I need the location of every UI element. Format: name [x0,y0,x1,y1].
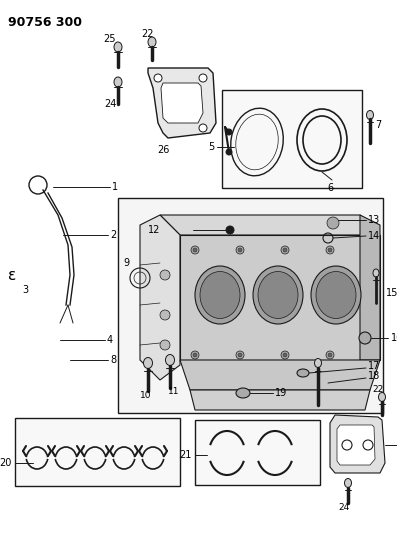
Text: 14: 14 [368,231,380,241]
Ellipse shape [195,266,245,324]
Ellipse shape [366,110,374,119]
Circle shape [154,74,162,82]
Text: 24: 24 [338,504,350,513]
Circle shape [160,340,170,350]
Text: 12: 12 [148,225,160,235]
Circle shape [281,246,289,254]
Polygon shape [180,360,380,390]
Circle shape [226,129,232,135]
Bar [15,418,180,486]
Circle shape [326,351,334,359]
Text: 7: 7 [375,120,381,130]
Ellipse shape [114,42,122,52]
Text: 8: 8 [110,355,116,365]
Text: 22: 22 [372,384,384,393]
Ellipse shape [236,388,250,398]
Bar [222,90,362,188]
Ellipse shape [316,271,356,319]
Text: 22: 22 [142,29,154,39]
Ellipse shape [143,358,152,368]
Circle shape [160,270,170,280]
Circle shape [359,332,371,344]
Text: 4: 4 [107,335,113,345]
Circle shape [238,248,242,252]
Circle shape [226,226,234,234]
Text: ε: ε [8,268,16,282]
Text: 25: 25 [104,34,116,44]
Ellipse shape [297,369,309,377]
Circle shape [199,74,207,82]
Text: 16: 16 [391,333,397,343]
Circle shape [236,351,244,359]
Text: 21: 21 [179,450,192,460]
Ellipse shape [311,266,361,324]
Ellipse shape [114,77,122,87]
Circle shape [281,351,289,359]
Ellipse shape [314,359,322,367]
Text: 15: 15 [386,288,397,298]
Text: 24: 24 [104,99,116,109]
Text: 17: 17 [368,361,380,371]
Text: 10: 10 [140,391,152,400]
Circle shape [328,353,332,357]
Text: 3: 3 [22,285,28,295]
Text: 19: 19 [275,388,287,398]
Circle shape [328,248,332,252]
Text: 1: 1 [112,182,118,192]
Circle shape [327,217,339,229]
Circle shape [226,149,232,155]
Ellipse shape [345,479,351,488]
Text: 5: 5 [208,142,214,152]
Polygon shape [148,68,216,138]
Circle shape [326,246,334,254]
Bar [195,420,320,485]
Text: 18: 18 [368,371,380,381]
Text: 13: 13 [368,215,380,225]
Text: 20: 20 [0,458,12,468]
Text: 90756 300: 90756 300 [8,15,82,28]
Circle shape [160,310,170,320]
Text: 11: 11 [168,387,179,397]
Polygon shape [337,425,375,465]
Polygon shape [360,215,380,360]
Bar [118,198,383,413]
Circle shape [283,353,287,357]
Ellipse shape [258,271,298,319]
Text: 2: 2 [110,230,116,240]
Circle shape [191,246,199,254]
Circle shape [238,353,242,357]
Circle shape [193,248,197,252]
Ellipse shape [373,269,379,277]
Ellipse shape [166,354,175,366]
Circle shape [199,124,207,132]
Polygon shape [160,215,380,235]
Text: 26: 26 [157,145,169,155]
Ellipse shape [200,271,240,319]
Circle shape [191,351,199,359]
Polygon shape [330,415,385,473]
Polygon shape [140,215,180,380]
Text: 9: 9 [123,258,129,268]
Circle shape [236,246,244,254]
Ellipse shape [148,37,156,47]
Text: 6: 6 [327,183,333,193]
Polygon shape [190,390,370,410]
Polygon shape [161,83,203,123]
Ellipse shape [378,392,385,401]
Ellipse shape [253,266,303,324]
Polygon shape [180,235,380,360]
Circle shape [283,248,287,252]
Circle shape [193,353,197,357]
